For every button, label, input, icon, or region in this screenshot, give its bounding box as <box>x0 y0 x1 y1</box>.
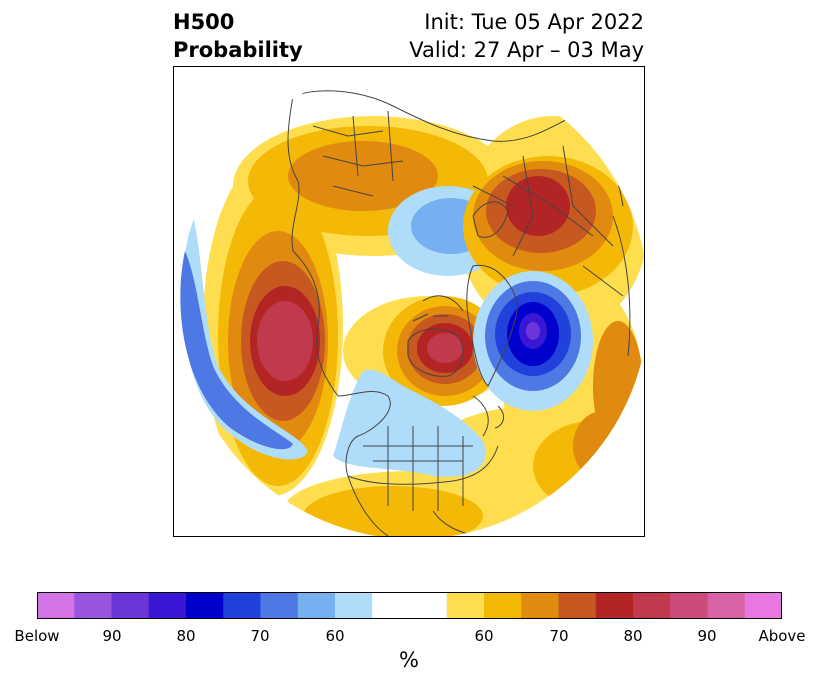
valid-range: Valid: 27 Apr – 03 May <box>409 38 644 62</box>
tick-above-70: 70 <box>549 627 569 645</box>
init-date: Init: Tue 05 Apr 2022 <box>424 10 644 34</box>
north-pacific-below <box>180 216 308 460</box>
colorbar-cell <box>670 592 708 619</box>
colorbar-cell <box>633 592 671 619</box>
colorbar-cell <box>297 592 336 619</box>
title-line-2: Probability <box>173 38 303 62</box>
tick-below-90: 90 <box>102 627 122 645</box>
colorbar-cell <box>335 592 373 619</box>
colorbar-cell <box>521 592 559 619</box>
colorbar-cell <box>707 592 746 619</box>
colorbar-cell <box>111 592 150 619</box>
colorbar-cell <box>409 592 448 619</box>
colorbar-cell <box>372 592 410 619</box>
tick-below-70: 70 <box>250 627 270 645</box>
tick-above-90: 90 <box>697 627 717 645</box>
eastern-europe-above <box>463 156 633 296</box>
colorbar-cell <box>595 592 634 619</box>
colorbar-cell <box>223 592 261 619</box>
colorbar-cell <box>558 592 597 619</box>
colorbar-cell <box>186 592 224 619</box>
colorbar <box>37 592 782 619</box>
map-frame <box>173 66 645 537</box>
tick-below-60: 60 <box>325 627 345 645</box>
title-line-1: H500 <box>173 10 235 34</box>
colorbar-cell <box>744 592 782 619</box>
colorbar-cell <box>446 592 485 619</box>
colorbar-cell <box>148 592 187 619</box>
north-america-below <box>333 369 486 477</box>
tick-below-80: 80 <box>176 627 196 645</box>
greenland-below <box>473 271 593 411</box>
colorbar-frame <box>37 592 782 619</box>
hudson-bay-above <box>343 296 513 406</box>
coastlines <box>287 90 631 537</box>
map-title: H500 Probability <box>173 8 303 64</box>
colorbar-unit: % <box>399 648 419 672</box>
colorbar-cell <box>74 592 112 619</box>
tick-above-80: 80 <box>623 627 643 645</box>
colorbar-cell <box>37 592 75 619</box>
colorbar-cell <box>484 592 522 619</box>
tick-above-60: 60 <box>474 627 494 645</box>
colorbar-cell <box>260 592 299 619</box>
probability-map <box>173 66 645 537</box>
date-info: Init: Tue 05 Apr 2022 Valid: 27 Apr – 03… <box>409 8 644 64</box>
tick-below: Below <box>14 627 60 645</box>
tick-above: Above <box>758 627 806 645</box>
